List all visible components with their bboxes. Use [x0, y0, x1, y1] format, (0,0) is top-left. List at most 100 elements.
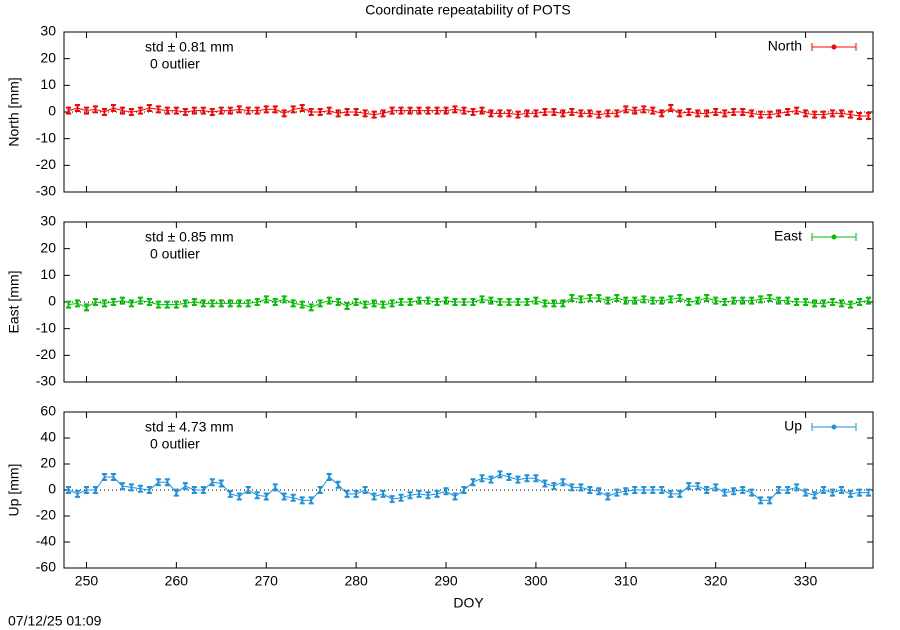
data-point [110, 298, 116, 306]
y-tick-label: 40 [40, 429, 56, 445]
data-point [254, 298, 260, 306]
data-point [407, 106, 413, 115]
data-point [533, 109, 539, 118]
y-tick-label: -60 [36, 559, 56, 575]
data-point [146, 486, 152, 494]
data-point [686, 298, 692, 306]
data-point [542, 108, 548, 116]
data-point [506, 109, 512, 118]
data-point [281, 492, 287, 501]
data-point [542, 299, 548, 308]
legend-symbol [831, 424, 837, 430]
y-tick-label: -30 [36, 183, 56, 199]
data-point [515, 110, 521, 119]
annotation: std ± 0.85 mm [145, 229, 234, 245]
data-point [362, 486, 368, 494]
data-point [461, 106, 467, 115]
data-point [623, 105, 629, 114]
data-point [236, 105, 242, 114]
data-point [218, 479, 224, 488]
data-point [650, 106, 656, 115]
data-point [155, 105, 161, 114]
data-point [551, 482, 557, 491]
data-point [776, 109, 782, 118]
data-point [479, 295, 485, 304]
data-point [335, 109, 341, 118]
y-axis-label: East [mm] [6, 270, 22, 333]
data-point [632, 106, 638, 115]
data-point [254, 491, 260, 500]
data-point [218, 299, 224, 308]
data-point [389, 299, 395, 308]
data-point [65, 486, 71, 494]
data-point [74, 489, 80, 498]
data-point [416, 296, 422, 305]
data-point [173, 488, 179, 497]
data-point [533, 296, 539, 305]
data-point [506, 298, 512, 306]
data-point [425, 491, 431, 500]
data-point [299, 104, 305, 112]
y-tick-label: 60 [40, 403, 56, 419]
data-point [839, 109, 845, 118]
data-point [578, 295, 584, 304]
series-line [68, 297, 869, 308]
series-line [68, 473, 869, 501]
data-point [551, 108, 557, 116]
data-point [245, 106, 251, 115]
annotation: 0 outlier [150, 56, 200, 72]
data-point [290, 299, 296, 308]
data-point [812, 491, 818, 500]
data-point [668, 104, 674, 112]
data-point [614, 294, 620, 302]
data-point [101, 108, 107, 116]
legend-label: East [774, 228, 802, 244]
data-point [668, 295, 674, 304]
data-point [614, 109, 620, 118]
data-point [74, 104, 80, 112]
y-axis-label: Up [mm] [6, 464, 22, 517]
data-point [497, 109, 503, 118]
data-point [200, 299, 206, 308]
data-point [731, 296, 737, 305]
data-point [740, 108, 746, 116]
y-tick-label: -20 [36, 507, 56, 523]
data-point [290, 493, 296, 502]
data-point [434, 489, 440, 498]
data-point [794, 483, 800, 492]
data-point [119, 482, 125, 491]
data-point [803, 298, 809, 306]
y-tick-label: 0 [48, 481, 56, 497]
data-point [272, 483, 278, 492]
data-point [326, 296, 332, 305]
data-point [677, 109, 683, 118]
data-point [254, 106, 260, 115]
data-point [371, 492, 377, 501]
data-point [623, 296, 629, 305]
data-point [785, 296, 791, 305]
chart-title: Coordinate repeatability of POTS [365, 2, 570, 18]
data-point [83, 106, 89, 115]
data-point [389, 495, 395, 504]
data-point [83, 486, 89, 494]
data-point [551, 299, 557, 308]
y-tick-label: 30 [40, 213, 56, 229]
data-point [722, 109, 728, 118]
data-point [182, 299, 188, 308]
data-point [371, 299, 377, 308]
data-point [614, 488, 620, 497]
data-point [506, 473, 512, 481]
data-point [209, 108, 215, 116]
data-point [389, 106, 395, 115]
data-point [785, 486, 791, 494]
data-point [353, 298, 359, 306]
data-point [119, 106, 125, 115]
data-point [200, 106, 206, 115]
y-tick-label: 20 [40, 239, 56, 255]
data-point [839, 299, 845, 308]
y-tick-label: 0 [48, 293, 56, 309]
data-point [857, 112, 863, 120]
data-point [722, 298, 728, 306]
y-tick-label: -20 [36, 156, 56, 172]
data-point [776, 296, 782, 305]
